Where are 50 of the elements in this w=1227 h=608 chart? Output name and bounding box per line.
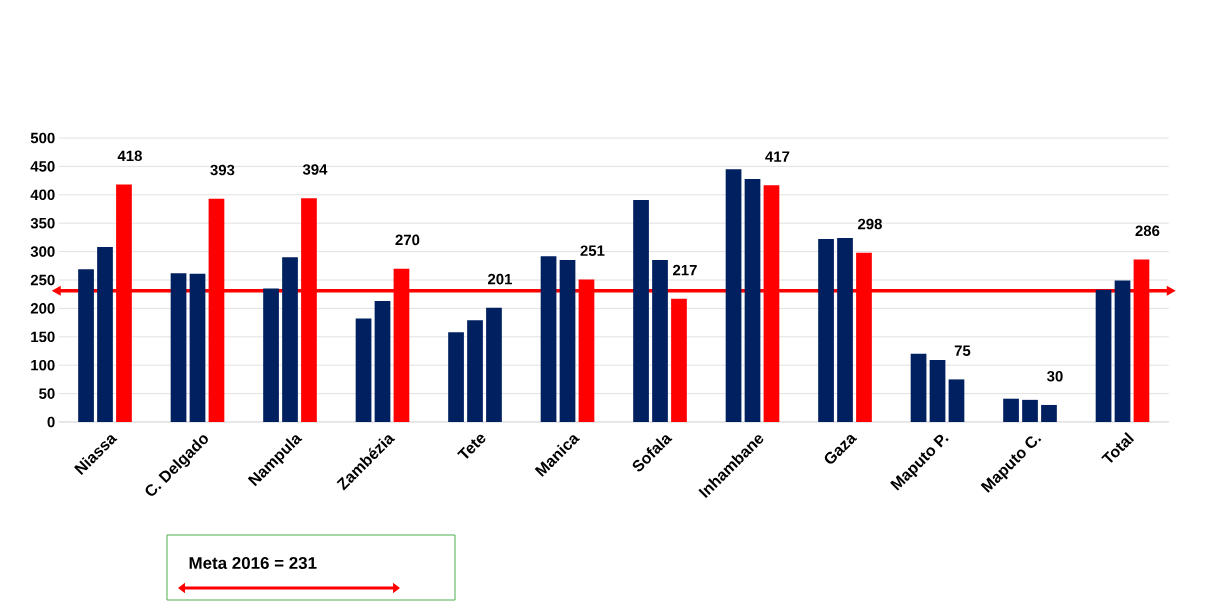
bar bbox=[374, 301, 391, 422]
bar bbox=[97, 247, 113, 422]
bar bbox=[78, 269, 94, 422]
bar bbox=[929, 360, 946, 422]
bar bbox=[540, 256, 557, 422]
y-tick-label: 450 bbox=[30, 161, 55, 172]
data-label: 251 bbox=[580, 245, 605, 256]
bar bbox=[725, 169, 742, 422]
y-tick-label: 250 bbox=[30, 274, 55, 286]
bar bbox=[355, 318, 372, 422]
y-tick-label: 400 bbox=[30, 189, 55, 201]
y-tick-label: 500 bbox=[30, 132, 55, 144]
text: Meta 2016 = 231 bbox=[189, 556, 317, 569]
bar bbox=[1114, 280, 1131, 422]
bar bbox=[467, 320, 483, 422]
y-tick-label: 350 bbox=[30, 217, 55, 229]
data-label: 298 bbox=[858, 218, 882, 230]
bar bbox=[1095, 289, 1112, 422]
bar bbox=[263, 288, 279, 422]
data-label: 30 bbox=[1046, 370, 1063, 382]
bar bbox=[744, 178, 761, 422]
bar bbox=[652, 260, 668, 422]
bar bbox=[671, 298, 687, 422]
bar bbox=[837, 237, 853, 422]
bar bbox=[170, 273, 187, 422]
x-tick-label: Tete bbox=[457, 434, 486, 459]
bar bbox=[559, 260, 576, 422]
data-label: 418 bbox=[117, 150, 142, 162]
y-tick-label: 200 bbox=[30, 303, 55, 314]
y-tick-label: 100 bbox=[31, 359, 55, 371]
data-label: 393 bbox=[210, 164, 235, 176]
bar bbox=[910, 353, 927, 422]
bar bbox=[189, 273, 206, 422]
data-label: 270 bbox=[395, 234, 420, 246]
y-tick-label: 50 bbox=[39, 388, 55, 399]
data-label: 217 bbox=[673, 264, 697, 276]
bar bbox=[633, 199, 649, 422]
data-label: 394 bbox=[302, 164, 328, 175]
bar bbox=[1003, 398, 1019, 422]
bar bbox=[818, 239, 834, 422]
data-label: 75 bbox=[954, 345, 971, 356]
bar bbox=[282, 257, 298, 422]
bar bbox=[448, 332, 464, 422]
bar bbox=[1022, 399, 1038, 422]
data-label: 286 bbox=[1135, 225, 1160, 237]
data-label: 417 bbox=[765, 151, 790, 162]
y-tick-label: 150 bbox=[31, 331, 55, 343]
y-tick-label: 0 bbox=[47, 416, 55, 428]
data-label: 201 bbox=[487, 273, 512, 285]
y-tick-label: 300 bbox=[30, 246, 55, 257]
